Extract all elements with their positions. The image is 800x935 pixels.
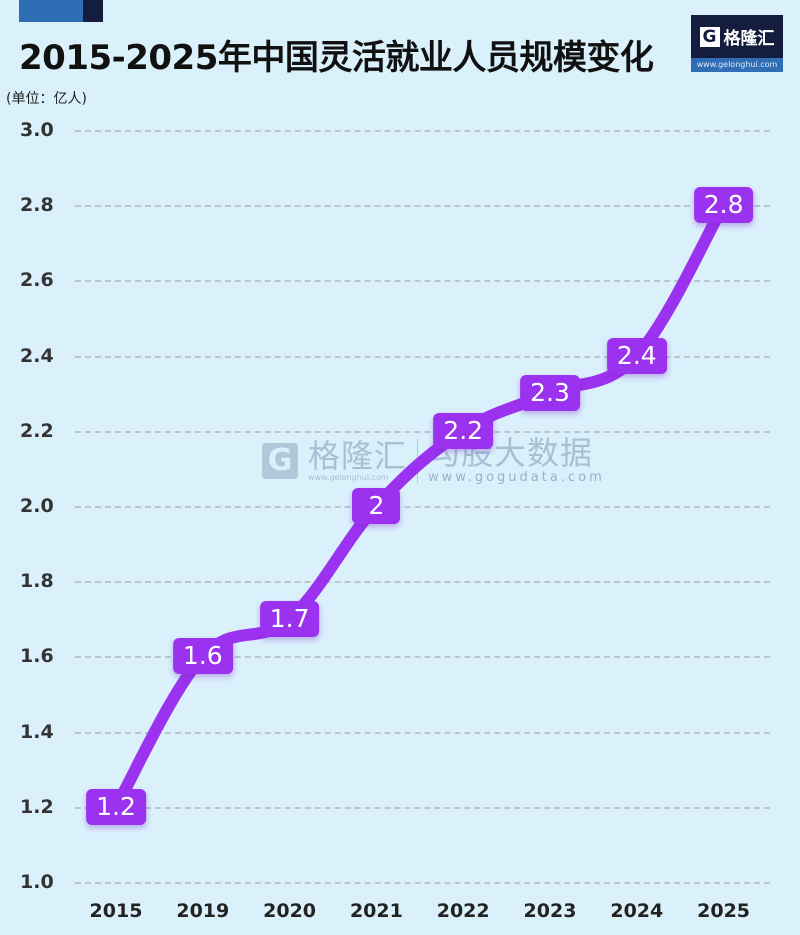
y-tick-label: 1.6 [20,645,54,668]
grid-line [75,430,770,433]
grid-line [75,581,770,584]
watermark-left-name: 格隆汇 [308,437,408,475]
grid-line [75,731,770,734]
x-tick-label: 2025 [697,900,751,922]
y-tick-label: 1.0 [20,871,54,893]
grid-line [75,130,770,132]
y-tick-label: 1.8 [20,570,54,593]
y-tick-label: 1.4 [20,720,54,743]
grid-line [75,656,770,659]
grid-line [75,806,770,809]
y-tick-label: 2.4 [20,344,54,367]
gelonghui-logo: G 格隆汇 www.gelonghui.com [691,15,783,72]
logo-g-icon: G [699,26,720,47]
header-accent-bar [19,0,83,22]
y-tick-label: 2.0 [20,495,54,517]
grid-line [75,205,770,208]
data-point-label: 2.4 [606,337,667,374]
data-point-label: 1.7 [259,600,320,637]
x-tick-label: 2015 [89,900,143,922]
x-tick-label: 2022 [436,900,490,922]
y-tick-label: 2.6 [20,269,54,292]
x-tick-label: 2023 [523,900,577,922]
data-point-label: 2.3 [520,375,580,412]
data-line [110,199,730,813]
y-tick-label: 1.2 [20,795,54,818]
y-tick-label: 2.2 [20,419,54,442]
x-tick-label: 2019 [176,900,230,922]
x-tick-label: 2020 [263,900,317,922]
watermark-left-url: www.gelonghui.com [308,473,389,482]
y-tick-label: 3.0 [20,119,54,141]
data-point-label: 2.8 [693,187,754,224]
grid-line [75,506,770,508]
grid-line [75,882,770,884]
watermark-left: 格隆汇 www.gelonghui.com [308,439,407,482]
header-accent-bar-dark [83,0,103,22]
logo-url: www.gelonghui.com [691,58,783,72]
y-tick-label: 2.8 [20,194,54,217]
grid-line [75,280,770,283]
data-point-label: 2 [352,488,401,524]
data-point-label: 2.2 [433,412,494,449]
unit-label: (单位：亿人) [6,91,87,107]
logo-name: 格隆汇 [723,29,775,49]
data-point-label: 1.6 [172,638,233,675]
watermark-g-icon: G [262,442,298,479]
logo-top: G 格隆汇 [691,15,783,58]
chart-title: 2015-2025年中国灵活就业人员规模变化 [19,38,654,78]
watermark-right-url: www.gogudata.com [428,470,605,485]
data-point-label: 1.2 [86,788,146,825]
x-tick-label: 2021 [349,900,403,922]
grid-line [75,355,770,358]
x-tick-label: 2024 [610,900,664,922]
